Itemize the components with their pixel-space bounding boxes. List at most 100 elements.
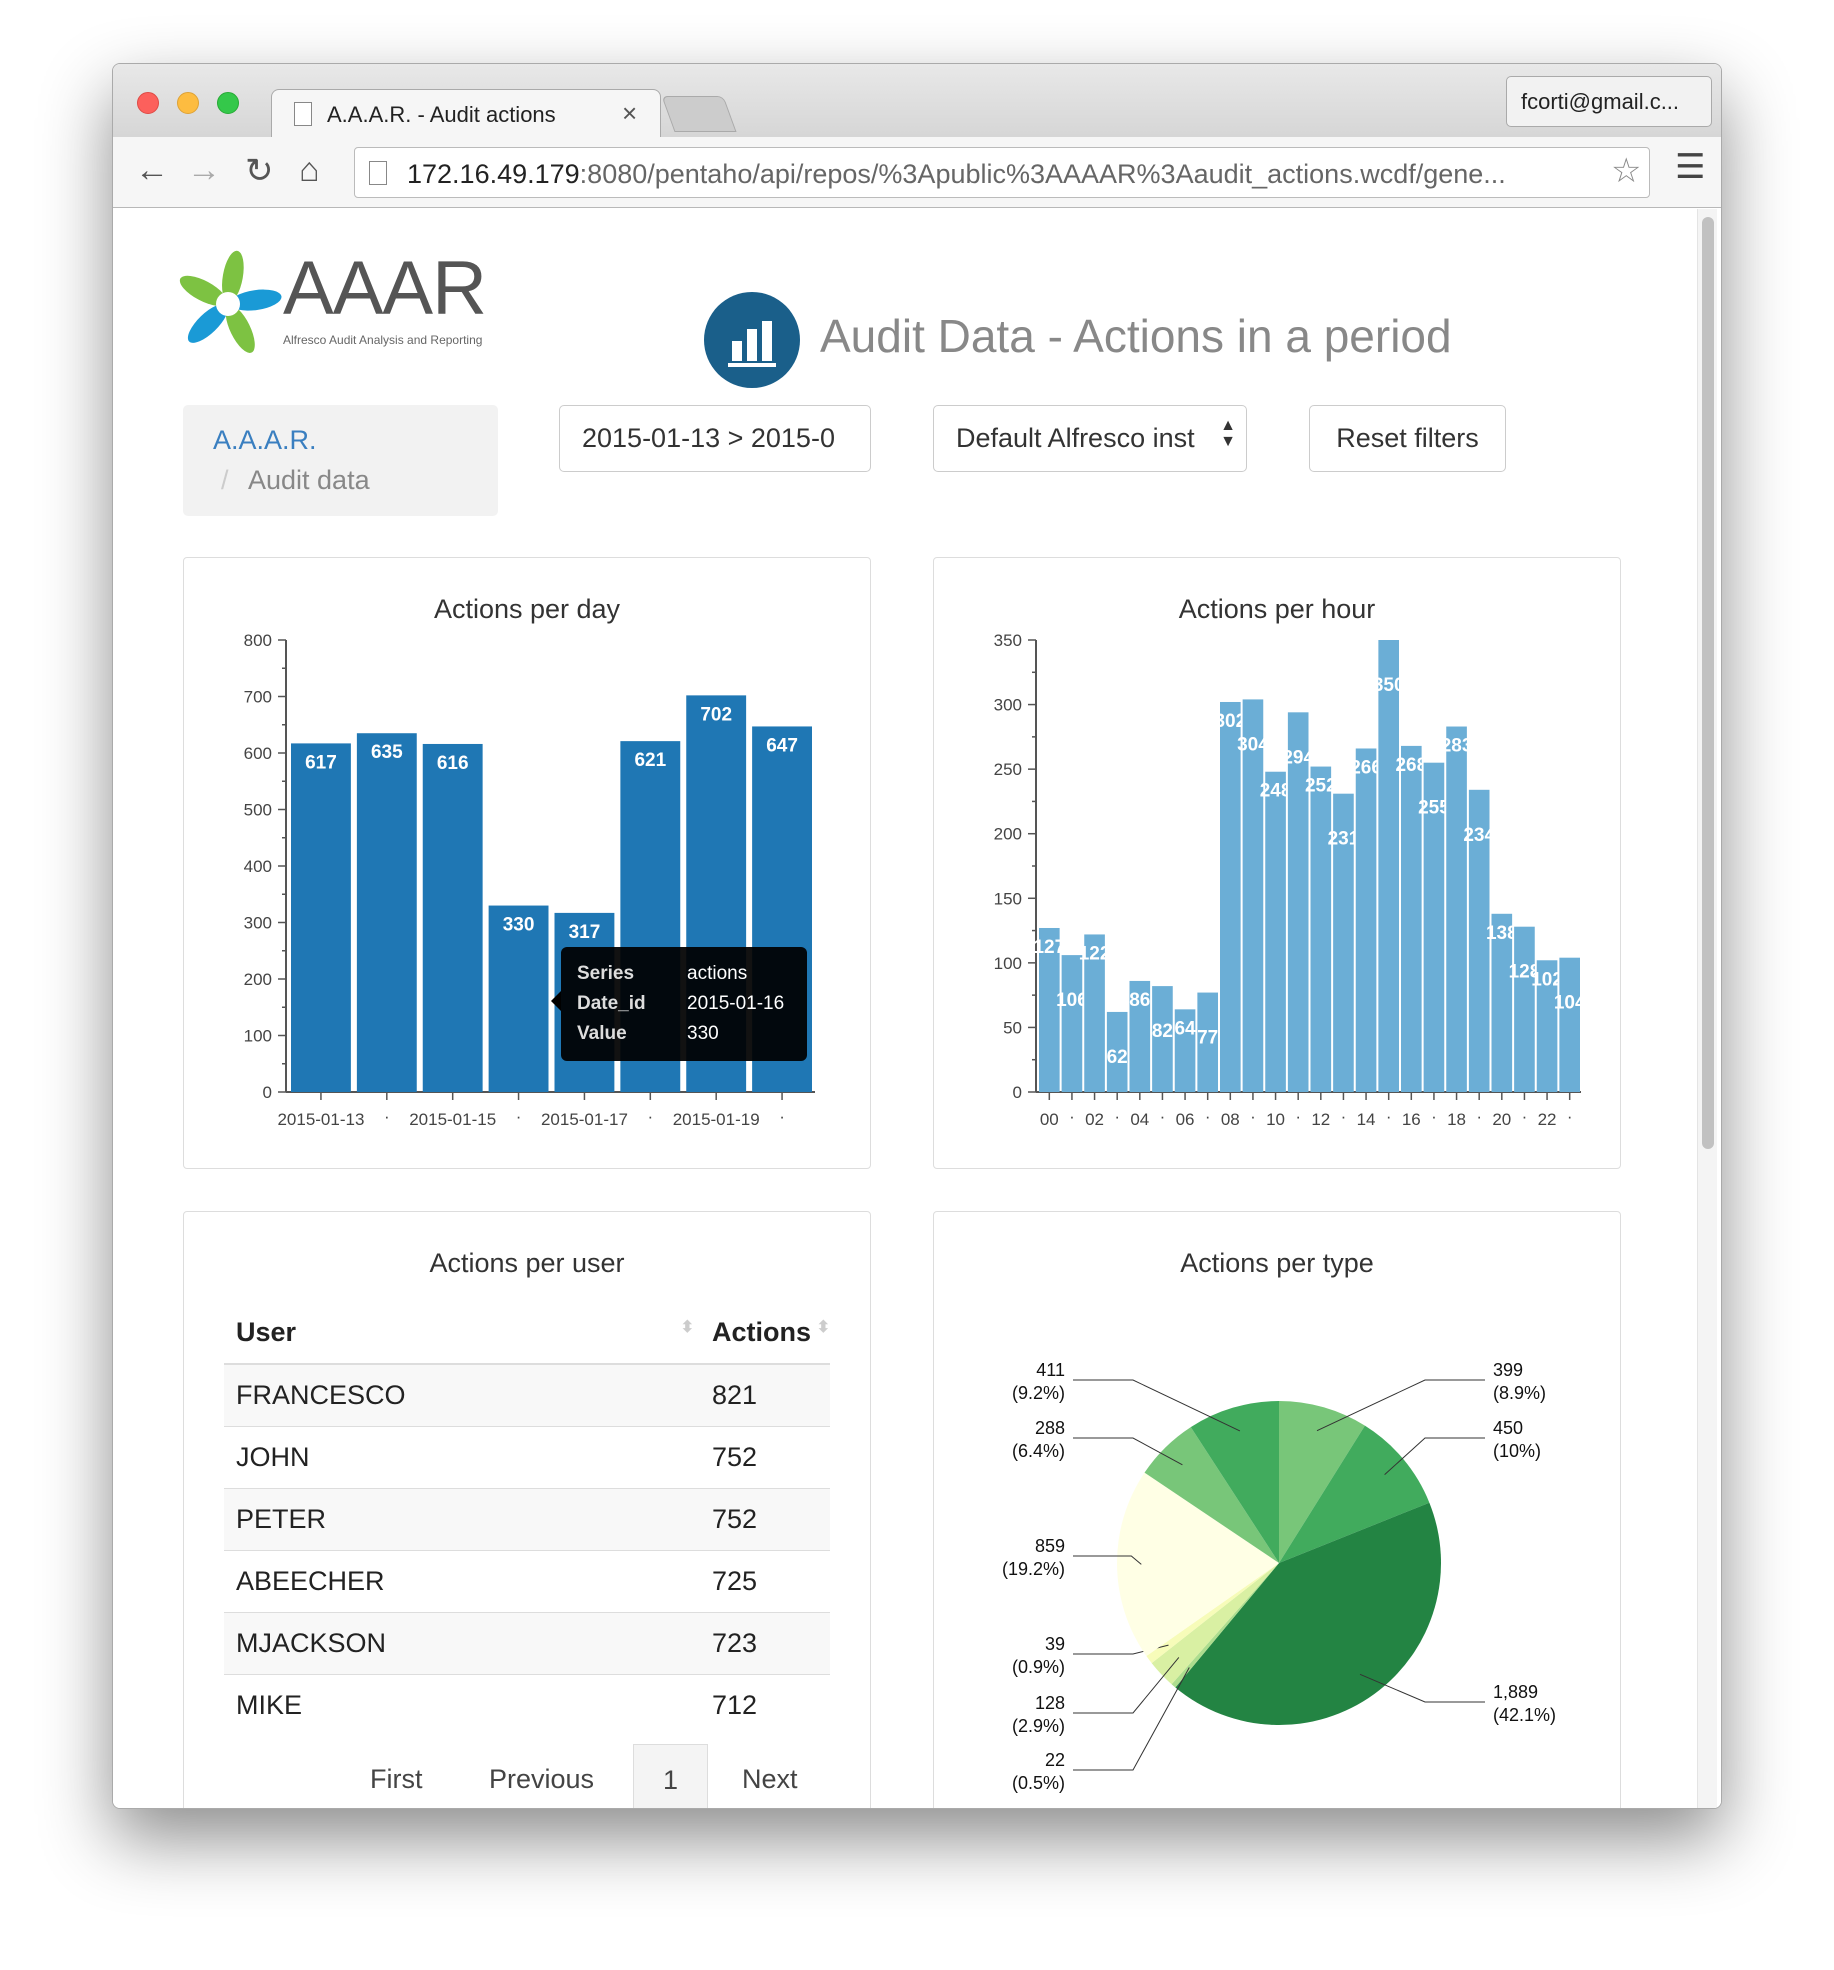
reset-filters-button[interactable]: Reset filters [1309,405,1506,472]
back-icon[interactable]: ← [135,151,169,189]
slice-percent-label: (19.2%) [1002,1559,1065,1579]
y-tick-label: 800 [244,631,272,650]
slice-value-label: 39 [1045,1634,1065,1654]
url-host: 172.16.49.179 [407,159,580,189]
column-header-actions[interactable]: Actions ⬍ [700,1302,830,1365]
bar-09 [1242,699,1264,1092]
bar-value-label: 248 [1260,781,1292,802]
x-tick-label: 18 [1447,1110,1466,1129]
slice-percent-label: (2.9%) [1012,1716,1065,1736]
x-tick-dot: · [779,1107,785,1126]
bar-15 [1378,640,1399,1092]
bookmark-star-icon[interactable]: ☆ [1611,152,1642,190]
x-tick-label: 04 [1130,1110,1149,1129]
pagination-previous[interactable]: Previous [489,1764,595,1794]
bar-value-label: 102 [1531,969,1563,990]
minimize-window-button[interactable] [177,92,199,114]
leader-line [1073,1379,1241,1432]
actions-per-type-panel: Actions per type 399 (8.9%) 450 (10%) 1,889 (… [933,1211,1621,1808]
y-tick-label: 300 [244,914,272,933]
table-row: ABEECHER 725 [224,1549,830,1612]
close-window-button[interactable] [137,92,159,114]
y-tick-label: 500 [244,801,272,820]
x-tick-label: 02 [1085,1110,1104,1129]
bar-23 [1559,957,1580,1092]
column-header-user[interactable]: User ⬍ [224,1302,700,1365]
scrollbar-thumb[interactable] [1702,217,1714,1149]
page-icon [369,161,387,185]
bar-value-label: 350 [1373,675,1405,696]
bar-value-label: 86 [1129,990,1150,1011]
x-tick-label: 06 [1176,1110,1195,1129]
reload-icon[interactable]: ↻ [245,152,274,190]
x-tick-label: 16 [1402,1110,1421,1129]
forward-icon[interactable]: → [187,151,221,189]
pagination-next[interactable]: Next [742,1764,798,1794]
bar-21 [1514,926,1535,1092]
bar-06 [1174,1009,1196,1092]
table-row: PETER 752 [224,1487,830,1550]
y-tick-label: 200 [994,825,1022,844]
pagination-page-1[interactable]: 1 [633,1744,708,1808]
y-tick-label: 0 [1013,1083,1022,1102]
date-range-input[interactable]: 2015-01-13 > 2015-0 [559,405,871,472]
url-path: :8080/pentaho/api/repos/%3Apublic%3AAAAR… [579,159,1506,189]
user-profile-button[interactable]: fcorti@gmail.c... [1506,76,1712,127]
slice-value-label: 859 [1035,1536,1065,1556]
chart-title: Actions per hour [1178,594,1376,624]
x-tick-dot: · [1567,1107,1573,1126]
address-bar[interactable]: 172.16.49.179:8080/pentaho/api/repos/%3A… [354,147,1650,198]
leader-line [1073,1437,1183,1466]
sort-icon[interactable]: ⬍ [816,1319,830,1336]
breadcrumb: A.A.A.R. / Audit data [183,405,498,516]
bar-value-label: 647 [766,735,798,756]
page-icon [294,102,312,126]
table-row: JOHN 752 [224,1425,830,1488]
pie-slice-450 [1279,1425,1430,1563]
user-cell: JOHN [224,1425,700,1488]
vertical-scrollbar[interactable] [1697,209,1717,1808]
x-tick-label: 22 [1538,1110,1557,1129]
slice-percent-label: (6.4%) [1012,1441,1065,1461]
chart-tooltip: Series actions Date_id 2015-01-16 Value 330 [551,947,807,1061]
bar-03 [1106,1011,1128,1092]
bar-value-label: 106 [1056,990,1088,1011]
bar-2015-01-14 [356,733,417,1092]
tooltip-series-value: actions [687,963,748,984]
breadcrumb-home-link[interactable]: A.A.A.R. [213,425,317,455]
tab-bar: A.A.A.R. - Audit actions × fcorti@gmail.… [113,64,1721,137]
x-tick-dot: · [516,1107,522,1126]
pie-slice-128 [1151,1563,1279,1685]
page-title: Audit Data - Actions in a period [820,310,1452,362]
home-icon[interactable]: ⌂ [299,151,320,189]
leader-line [1073,1555,1142,1565]
bar-22 [1536,960,1558,1092]
pie-slice-1,889 [1175,1502,1441,1725]
actions-per-hour-chart: 0 50 100 150 200 250 300 350 127 00 106 · 122 02 62 · 86… [994,631,1586,1129]
bar-value-label: 283 [1441,736,1473,757]
user-cell: ABEECHER [224,1549,700,1612]
new-tab-button[interactable] [661,96,737,132]
y-tick-label: 150 [994,889,1022,908]
maximize-window-button[interactable] [217,92,239,114]
user-cell: MJACKSON [224,1611,700,1674]
x-tick-dot: · [1295,1107,1301,1126]
bar-value-label: 234 [1463,825,1495,846]
y-tick-label: 50 [1003,1018,1022,1037]
close-tab-icon[interactable]: × [622,98,638,128]
menu-icon[interactable]: ☰ [1675,148,1706,186]
instance-select[interactable]: Default Alfresco inst ▲ ▼ [933,405,1247,472]
table-row: FRANCESCO 821 [224,1363,830,1426]
slice-value-label: 450 [1493,1418,1523,1438]
bar-13 [1333,793,1354,1092]
actions-per-day-chart: 0 100 200 300 400 500 600 700 800 617 2015-01-13 63… [244,631,815,1129]
actions-cell: 712 [700,1673,830,1736]
bar-11 [1287,712,1309,1092]
leader-line [1316,1379,1485,1432]
pagination-first[interactable]: First [370,1764,423,1794]
browser-tab[interactable]: A.A.A.R. - Audit actions × [271,89,661,137]
x-tick-dot: · [1476,1107,1482,1126]
sort-icon[interactable]: ⬍ [680,1319,694,1336]
chart-title: Actions per day [433,594,621,624]
bar-12 [1310,766,1332,1092]
